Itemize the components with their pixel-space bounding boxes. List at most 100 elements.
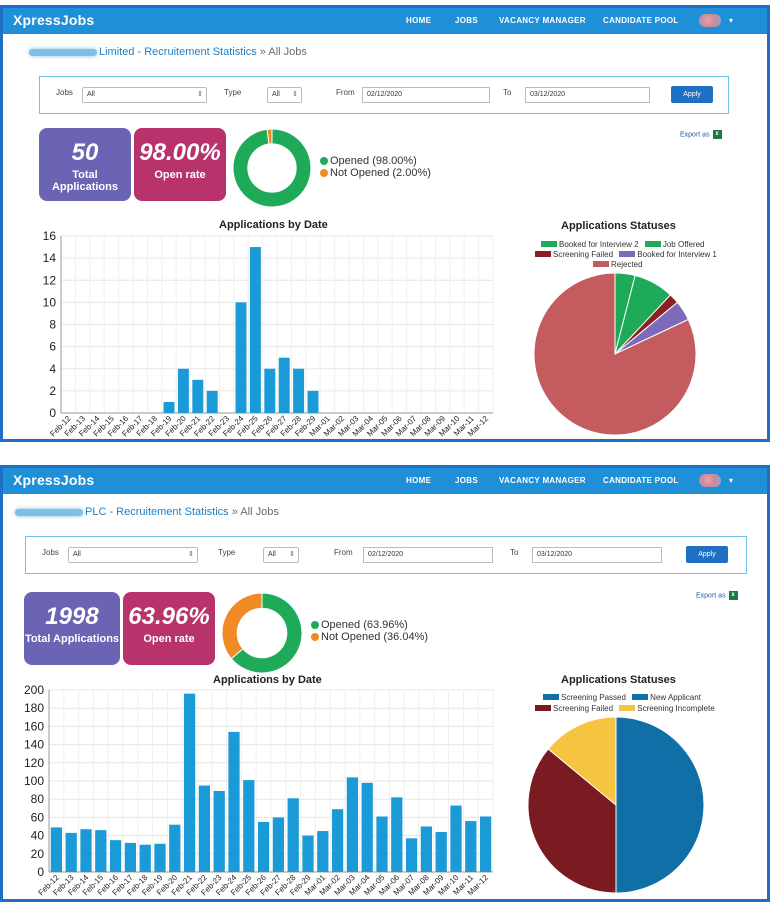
bar-feb-29[interactable] (302, 835, 314, 872)
apply-button[interactable]: Apply (671, 86, 713, 103)
chevron-down-icon[interactable]: ▾ (729, 16, 734, 25)
bar-mar-08[interactable] (420, 826, 433, 873)
pie-slice-new-applicant[interactable] (615, 716, 705, 894)
bar-feb-12[interactable] (50, 827, 63, 872)
legend-swatch (535, 251, 551, 257)
jobs-select[interactable]: All ⇕ (68, 547, 198, 563)
open-rate-value: 63.96% (128, 603, 210, 630)
page-title[interactable]: Limited - Recruitement Statistics (99, 46, 257, 58)
type-label: Type (224, 88, 242, 97)
bar-mar-09[interactable] (435, 831, 447, 872)
donut-slice-not-opened (266, 128, 273, 145)
jobs-label: Jobs (56, 88, 73, 97)
bar-feb-21[interactable] (192, 379, 204, 413)
bar-mar-11[interactable] (465, 821, 477, 872)
breadcrumb-all-jobs[interactable]: All Jobs (240, 506, 279, 518)
nav-candidate-pool[interactable]: CANDIDATE POOL (603, 476, 679, 485)
bar-mar-06[interactable] (391, 797, 403, 872)
breadcrumb-separator: » (259, 46, 266, 58)
to-date-input[interactable]: 03/12/2020 (525, 87, 650, 103)
nav-vacancy-manager[interactable]: VACANCY MANAGER (499, 476, 586, 485)
bar-feb-24[interactable] (228, 731, 240, 872)
pie-slice-screening-failed[interactable] (527, 748, 617, 894)
bar-feb-19[interactable] (163, 401, 175, 413)
bar-mar-07[interactable] (405, 838, 418, 872)
user-avatar[interactable] (699, 14, 721, 27)
brand-logo[interactable]: XpressJobs (13, 472, 95, 488)
y-tick-label: 10 (43, 295, 57, 309)
y-tick-label: 2 (49, 384, 56, 398)
y-tick-label: 60 (31, 810, 45, 824)
type-select[interactable]: All ⇕ (263, 547, 299, 563)
bar-feb-22[interactable] (206, 390, 218, 413)
bar-mar-04[interactable] (361, 782, 373, 872)
jobs-label: Jobs (42, 548, 59, 557)
bar-feb-29[interactable] (307, 390, 319, 413)
bar-feb-27[interactable] (272, 817, 285, 872)
export-excel-link[interactable]: Export as x (680, 130, 722, 139)
bar-feb-21[interactable] (183, 693, 196, 872)
pie-slice-rejected[interactable] (533, 272, 697, 436)
breadcrumb-all-jobs[interactable]: All Jobs (268, 46, 307, 58)
bar-mar-01[interactable] (317, 831, 329, 872)
bar-feb-25[interactable] (249, 247, 261, 413)
to-date-input[interactable]: 03/12/2020 (532, 547, 662, 563)
apply-button[interactable]: Apply (686, 546, 728, 563)
bar-feb-22[interactable] (198, 785, 211, 872)
bar-feb-28[interactable] (293, 368, 305, 413)
applications-by-date-chart: 020406080100120140160180200Feb-12Feb-13F… (24, 683, 494, 897)
page-title[interactable]: PLC - Recruitement Statistics (85, 506, 229, 518)
bar-feb-17[interactable] (124, 842, 137, 872)
bar-feb-18[interactable] (139, 844, 151, 872)
pie-legend: Screening Passed New Applicant Screening… (535, 693, 715, 715)
nav-candidate-pool[interactable]: CANDIDATE POOL (603, 16, 679, 25)
pie-slice-screening-incomplete[interactable] (547, 716, 617, 807)
bar-feb-26[interactable] (264, 368, 276, 413)
nav-vacancy-manager[interactable]: VACANCY MANAGER (499, 16, 586, 25)
nav-home[interactable]: HOME (406, 476, 432, 485)
bar-mar-03[interactable] (346, 777, 359, 872)
bar-feb-19[interactable] (154, 843, 166, 872)
bar-feb-15[interactable] (95, 830, 107, 872)
user-avatar[interactable] (699, 474, 721, 487)
export-excel-link[interactable]: Export as x (696, 591, 738, 600)
nav-jobs[interactable]: JOBS (455, 476, 478, 485)
bar-feb-20[interactable] (177, 368, 189, 413)
nav-jobs[interactable]: JOBS (455, 16, 478, 25)
applications-by-date-chart: 0246810121416Feb-12Feb-13Feb-14Feb-15Feb… (43, 229, 494, 438)
from-date-input[interactable]: 02/12/2020 (362, 87, 490, 103)
bar-feb-26[interactable] (257, 821, 270, 872)
pie-chart-title: Applications Statuses (561, 220, 676, 232)
bar-feb-27[interactable] (278, 357, 290, 413)
chevron-down-icon[interactable]: ▾ (729, 476, 734, 485)
breadcrumb: PLC - Recruitement Statistics » All Jobs (15, 506, 279, 518)
open-rate-card: 98.00% Open rate (134, 128, 226, 201)
type-select[interactable]: All ⇕ (267, 87, 302, 103)
legend-opened: Opened (98.00%) (320, 155, 431, 167)
bar-feb-23[interactable] (213, 791, 225, 872)
bar-mar-12[interactable] (479, 816, 492, 872)
bar-mar-10[interactable] (450, 805, 462, 872)
brand-logo[interactable]: XpressJobs (13, 12, 95, 28)
bar-feb-14[interactable] (80, 829, 92, 872)
bar-feb-13[interactable] (65, 832, 77, 872)
from-date-input[interactable]: 02/12/2020 (363, 547, 493, 563)
bar-feb-28[interactable] (287, 798, 299, 872)
to-label: To (503, 88, 512, 97)
bar-feb-24[interactable] (235, 302, 247, 413)
bar-mar-05[interactable] (376, 816, 388, 872)
bar-mar-02[interactable] (331, 809, 344, 872)
top-navbar: XpressJobs HOME JOBS VACANCY MANAGER CAN… (3, 8, 767, 34)
bar-feb-25[interactable] (243, 780, 255, 872)
not-opened-dot-icon (311, 633, 319, 641)
legend-swatch (535, 705, 551, 711)
jobs-select[interactable]: All ⇕ (82, 87, 207, 103)
dashboard-panel-2: XpressJobs HOME JOBS VACANCY MANAGER CAN… (0, 465, 770, 902)
bar-feb-20[interactable] (169, 824, 181, 872)
y-tick-label: 80 (31, 792, 45, 806)
legend-swatch (541, 241, 557, 247)
bar-chart-title: Applications by Date (219, 219, 328, 231)
y-tick-label: 140 (24, 738, 44, 752)
bar-feb-16[interactable] (109, 840, 122, 872)
nav-home[interactable]: HOME (406, 16, 432, 25)
